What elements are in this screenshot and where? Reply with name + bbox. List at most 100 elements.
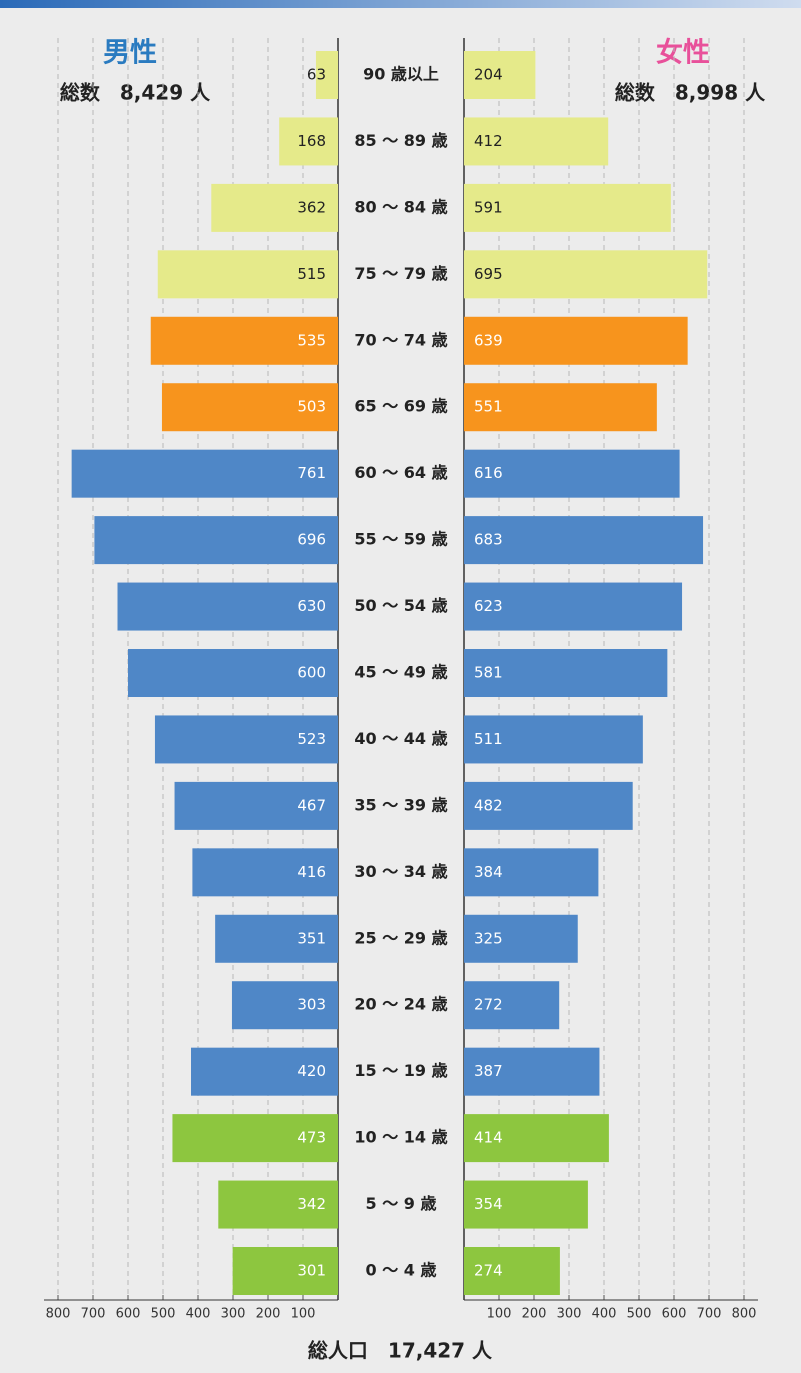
category-label: 90 歳以上	[363, 65, 439, 84]
value-label: 600	[297, 664, 326, 682]
category-label: 70 ～ 74 歳	[354, 330, 447, 349]
value-label: 412	[474, 132, 503, 150]
value-label: 761	[297, 464, 326, 482]
category-label: 35 ～ 39 歳	[354, 795, 447, 814]
value-label: 384	[474, 863, 503, 881]
bar	[464, 1247, 560, 1295]
value-label: 420	[297, 1062, 326, 1080]
value-label: 204	[474, 66, 503, 84]
x-tick-label: 700	[81, 1307, 106, 1322]
bar	[192, 848, 338, 897]
value-label: 535	[297, 331, 326, 349]
value-label: 683	[474, 531, 503, 549]
bar	[154, 715, 338, 764]
bar	[464, 649, 668, 697]
value-label: 414	[474, 1129, 503, 1147]
category-label: 20 ～ 24 歳	[354, 995, 447, 1014]
x-tick-label: 400	[186, 1307, 211, 1322]
bar	[464, 250, 708, 299]
x-tick-label: 600	[662, 1307, 687, 1322]
value-label: 303	[297, 996, 326, 1014]
category-label: 0 ～ 4 歳	[366, 1261, 437, 1280]
value-label: 342	[297, 1195, 326, 1213]
bar	[161, 383, 338, 432]
x-tick-label: 700	[697, 1307, 722, 1322]
category-label: 25 ～ 29 歳	[354, 928, 447, 947]
value-label: 503	[297, 398, 326, 416]
bar	[464, 582, 683, 631]
value-label: 351	[297, 929, 326, 947]
x-tick-label: 500	[627, 1307, 652, 1322]
bar	[157, 250, 338, 299]
value-label: 301	[297, 1262, 326, 1280]
category-label: 60 ～ 64 歳	[354, 463, 447, 482]
category-label: 40 ～ 44 歳	[354, 729, 447, 748]
x-tick-label: 300	[557, 1307, 582, 1322]
value-label: 591	[474, 198, 503, 216]
category-label: 5 ～ 9 歳	[366, 1194, 437, 1213]
x-tick-label: 100	[487, 1307, 512, 1322]
bar	[464, 383, 657, 432]
value-label: 511	[474, 730, 503, 748]
category-label: 85 ～ 89 歳	[354, 131, 447, 150]
category-label: 15 ～ 19 歳	[354, 1061, 447, 1080]
value-label: 482	[474, 796, 503, 814]
bar	[464, 316, 688, 365]
x-tick-label: 300	[221, 1307, 246, 1322]
x-tick-label: 600	[116, 1307, 141, 1322]
value-label: 473	[297, 1129, 326, 1147]
x-tick-label: 100	[291, 1307, 316, 1322]
x-tick-label: 200	[256, 1307, 281, 1322]
value-label: 387	[474, 1062, 503, 1080]
x-tick-label: 400	[592, 1307, 617, 1322]
category-label: 55 ～ 59 歳	[354, 530, 447, 549]
male-label: 男性	[103, 38, 157, 69]
category-label: 80 ～ 84 歳	[354, 197, 447, 216]
bar	[464, 183, 671, 232]
category-label: 45 ～ 49 歳	[354, 663, 447, 682]
female-total: 総数 8,998 人	[615, 81, 766, 105]
value-label: 616	[474, 464, 503, 482]
bar	[117, 582, 338, 631]
value-label: 696	[297, 531, 326, 549]
bar	[464, 981, 560, 1030]
value-label: 416	[297, 863, 326, 881]
bar	[315, 51, 338, 99]
bar	[464, 715, 643, 764]
value-label: 581	[474, 664, 503, 682]
value-label: 168	[297, 132, 326, 150]
bar	[231, 981, 338, 1030]
value-label: 63	[307, 66, 326, 84]
bar	[94, 516, 339, 565]
bar	[174, 781, 338, 830]
bar	[211, 183, 338, 232]
bar	[464, 516, 704, 565]
category-label: 10 ～ 14 歳	[354, 1128, 447, 1147]
bar	[464, 781, 633, 830]
bar	[128, 649, 338, 697]
bar	[464, 1047, 600, 1096]
category-label: 65 ～ 69 歳	[354, 397, 447, 416]
value-label: 467	[297, 796, 326, 814]
x-tick-label: 200	[522, 1307, 547, 1322]
bar	[464, 1180, 588, 1229]
value-label: 362	[297, 198, 326, 216]
value-label: 354	[474, 1195, 503, 1213]
bar	[464, 117, 609, 166]
top-band	[0, 0, 801, 8]
bar	[279, 117, 338, 166]
bar	[218, 1180, 338, 1229]
value-label: 623	[474, 597, 503, 615]
bar	[464, 449, 680, 498]
value-label: 551	[474, 398, 503, 416]
male-total: 総数 8,429 人	[60, 81, 211, 105]
bar	[150, 316, 338, 365]
bar	[191, 1047, 338, 1096]
category-label: 75 ～ 79 歳	[354, 264, 447, 283]
bar	[464, 1114, 609, 1163]
x-tick-label: 500	[151, 1307, 176, 1322]
x-tick-label: 800	[732, 1307, 757, 1322]
value-label: 272	[474, 996, 503, 1014]
value-label: 630	[297, 597, 326, 615]
